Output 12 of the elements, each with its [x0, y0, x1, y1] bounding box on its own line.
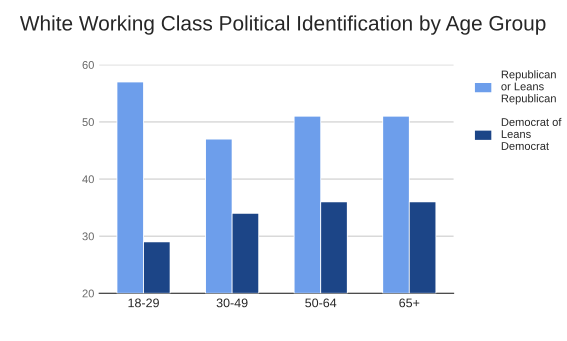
y-tick-label: 60	[82, 61, 94, 69]
y-tick-label: 30	[82, 232, 94, 240]
y-tick-label: 20	[82, 290, 94, 298]
x-tick-label: 18-29	[128, 298, 159, 308]
x-tick-label: 65+	[399, 298, 420, 308]
y-tick-label: 50	[82, 118, 94, 126]
x-tick-label: 50-64	[305, 298, 336, 308]
chart-title: White Working Class Political Identification by Age Group	[20, 15, 546, 35]
x-tick-label: 30-49	[216, 298, 248, 308]
legend-label: Democrat of Leans Democrat	[502, 118, 562, 150]
y-tick-label: 40	[82, 175, 94, 184]
legend-label: Republican or Leans Republican	[501, 70, 556, 105]
